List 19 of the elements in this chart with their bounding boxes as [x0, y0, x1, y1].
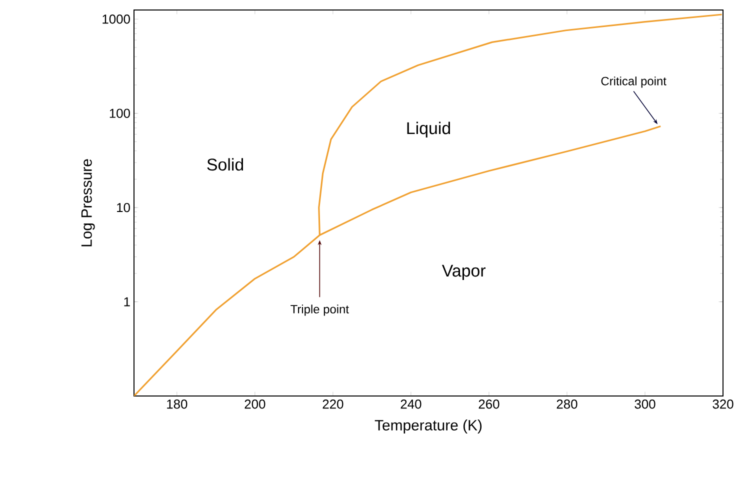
x-tick-label: 320 [712, 400, 734, 409]
y-tick-label: 1 [124, 297, 130, 306]
x-axis-title: Temperature (K) [374, 420, 482, 434]
annotation: Critical point [601, 76, 666, 88]
annotation: Liquid [407, 122, 450, 138]
x-tick-label: 240 [400, 400, 422, 409]
x-tick-label: 280 [556, 400, 578, 409]
y-axis-title: Log Pressure [81, 159, 95, 246]
annotation: Triple point [290, 304, 349, 316]
y-tick-label: 100 [110, 108, 130, 118]
y-tick-label: 10 [117, 202, 130, 212]
annotation: Vapor [442, 264, 486, 280]
x-tick-label: 200 [244, 400, 266, 409]
x-tick-label: 180 [167, 400, 188, 409]
x-tick-label: 260 [478, 400, 500, 409]
annotation: Solid [207, 158, 244, 171]
y-tick-label: 1000 [102, 14, 130, 24]
x-tick-label: 220 [322, 400, 344, 409]
x-tick-label: 300 [634, 400, 656, 409]
